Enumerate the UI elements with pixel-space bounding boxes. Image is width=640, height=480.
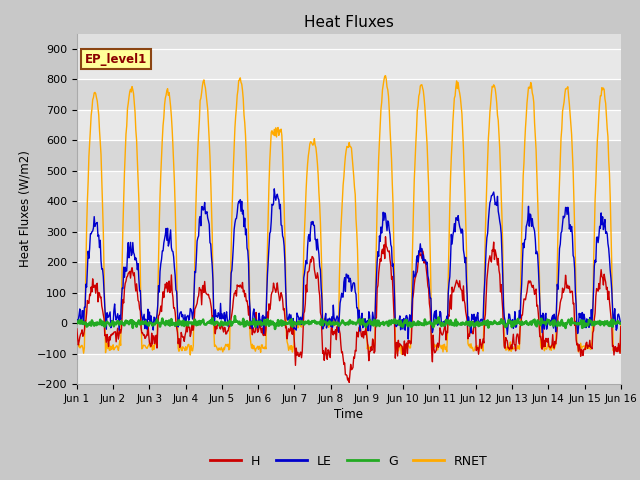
LE <box>139 318 147 324</box>
RNET <box>381 73 389 79</box>
G <box>617 320 625 326</box>
LE <box>83 284 90 290</box>
Line: G: G <box>77 316 621 329</box>
H <box>223 331 230 336</box>
LE <box>404 336 412 342</box>
Bar <box>77 232 621 262</box>
Title: Heat Fluxes: Heat Fluxes <box>304 15 394 30</box>
LE <box>271 186 278 192</box>
RNET <box>417 83 424 89</box>
LE <box>223 309 230 315</box>
Bar <box>77 110 621 140</box>
RNET <box>433 342 440 348</box>
H <box>617 324 625 330</box>
RNET <box>223 344 231 349</box>
G <box>194 322 202 328</box>
G <box>223 320 230 326</box>
Bar <box>77 323 621 354</box>
LE <box>417 241 424 247</box>
H <box>83 310 90 316</box>
LE <box>194 235 202 240</box>
RNET <box>73 345 81 351</box>
LE <box>433 308 440 313</box>
LE <box>617 321 625 327</box>
X-axis label: Time: Time <box>334 408 364 421</box>
H <box>381 234 389 240</box>
G <box>433 321 440 326</box>
H <box>346 380 353 385</box>
H <box>433 348 440 353</box>
Bar <box>77 79 621 110</box>
Legend: H, LE, G, RNET: H, LE, G, RNET <box>205 450 493 473</box>
H <box>73 326 81 332</box>
G <box>231 313 239 319</box>
RNET <box>186 352 194 358</box>
Line: LE: LE <box>77 189 621 339</box>
Bar <box>77 262 621 293</box>
Line: RNET: RNET <box>77 76 621 355</box>
H <box>194 295 202 300</box>
G <box>83 324 90 329</box>
RNET <box>139 345 147 351</box>
Line: H: H <box>77 237 621 383</box>
H <box>139 330 147 336</box>
RNET <box>83 225 90 231</box>
H <box>417 252 424 258</box>
Bar <box>77 171 621 201</box>
RNET <box>195 130 202 136</box>
G <box>73 319 81 325</box>
Bar <box>77 293 621 323</box>
G <box>139 320 147 325</box>
Text: EP_level1: EP_level1 <box>85 53 147 66</box>
LE <box>73 318 81 324</box>
Bar <box>77 201 621 232</box>
G <box>417 321 424 327</box>
G <box>271 326 279 332</box>
Bar <box>77 140 621 171</box>
RNET <box>617 321 625 327</box>
Y-axis label: Heat Fluxes (W/m2): Heat Fluxes (W/m2) <box>18 150 31 267</box>
Bar <box>77 354 621 384</box>
Bar <box>77 49 621 79</box>
